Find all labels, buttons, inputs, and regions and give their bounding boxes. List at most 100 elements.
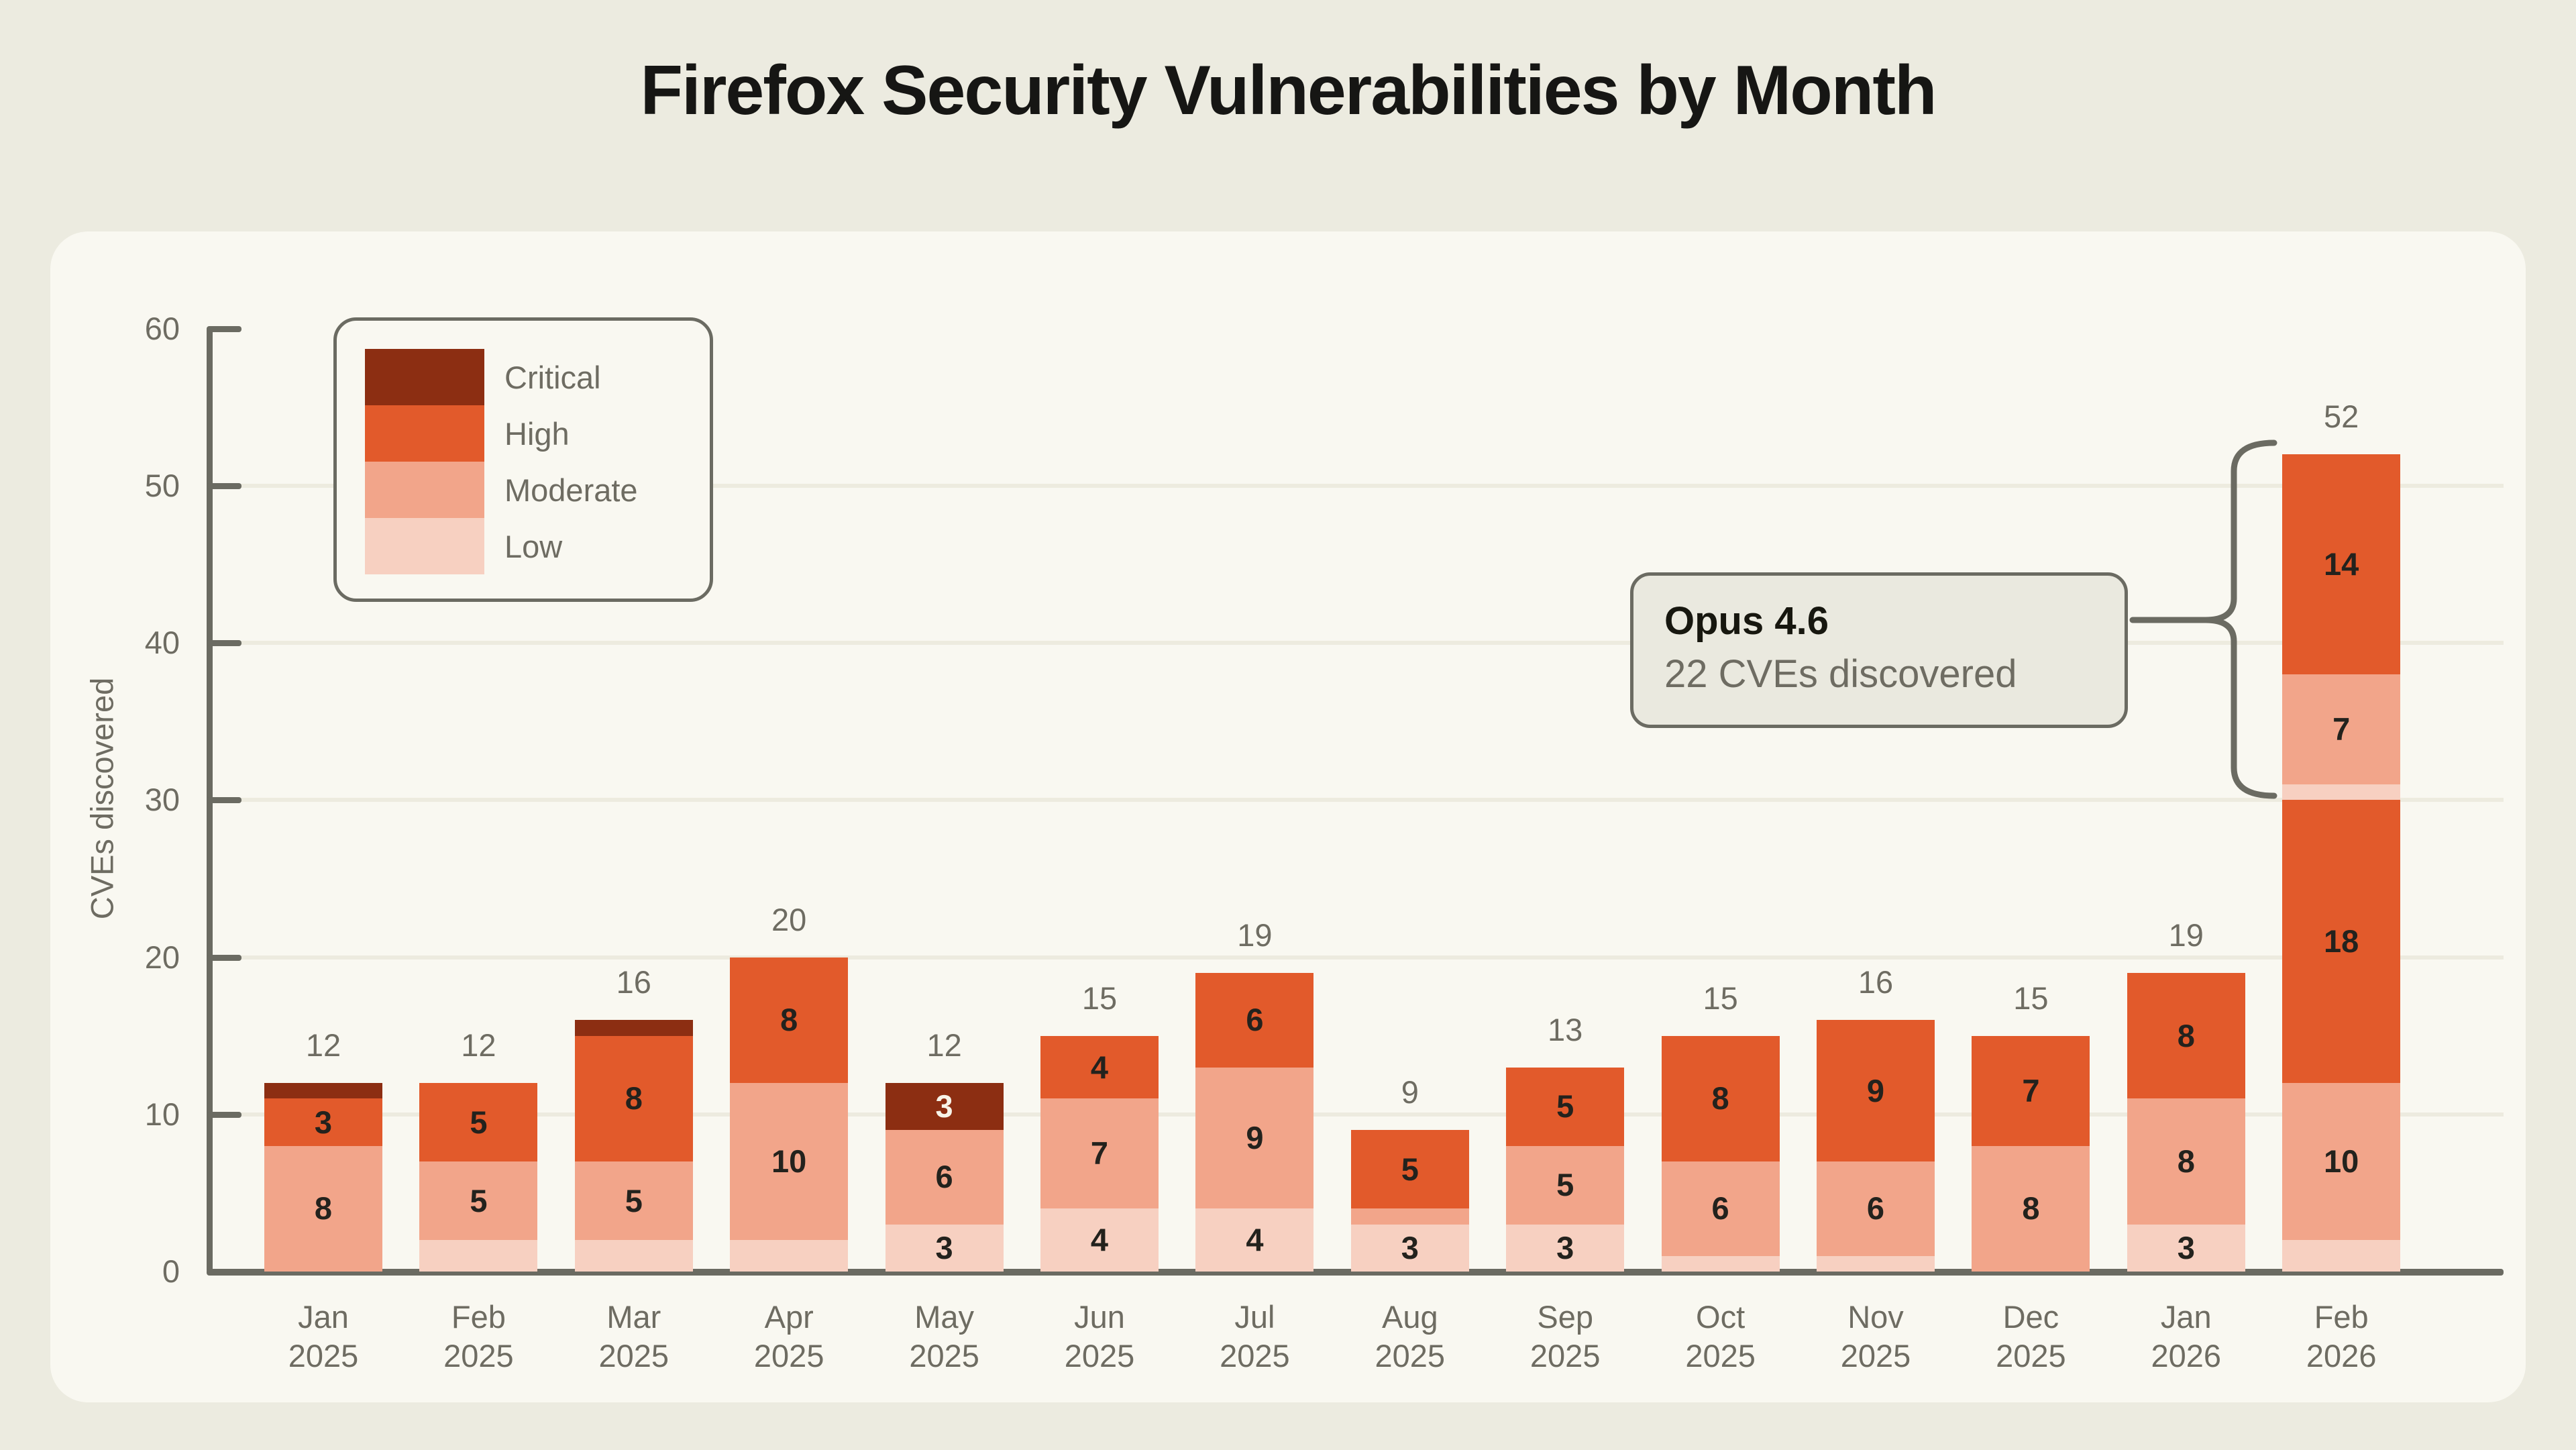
segment-value-label: 8 <box>780 1002 798 1038</box>
segment-value-label: 3 <box>935 1088 953 1125</box>
segment-value-label: 5 <box>1556 1088 1574 1125</box>
bar-segment-high <box>1817 1020 1935 1162</box>
bar-total-label: 15 <box>2013 980 2049 1016</box>
x-tick-label: Jul 2025 <box>1220 1299 1290 1374</box>
segment-value-label: 7 <box>2332 711 2351 747</box>
bar-segment-critical <box>264 1082 382 1099</box>
bar-total-label: 12 <box>461 1027 496 1063</box>
x-tick-label: May 2025 <box>909 1299 979 1374</box>
bar-segment-moderate <box>1195 1067 1314 1209</box>
bar-jul-2025: 4 9 6 <box>1195 973 1314 1272</box>
bar-segment-moderate <box>1661 1161 1780 1256</box>
bar-total-label: 19 <box>2168 917 2204 953</box>
bar-segment-high <box>2282 454 2401 675</box>
bar-jan-2026: 3 8 8 <box>2127 973 2245 1272</box>
bar-segment-low <box>1040 1208 1159 1272</box>
bar-segment-moderate <box>1506 1145 1625 1225</box>
segment-value-label: 6 <box>1866 1190 1885 1227</box>
x-tick-label: Oct 2025 <box>1685 1299 1756 1374</box>
bar-segment-critical <box>574 1020 693 1036</box>
bar-segment-moderate <box>2282 1082 2401 1241</box>
segment-value-label: 3 <box>1556 1229 1574 1265</box>
bar-segment-low <box>1817 1255 1935 1272</box>
gridline <box>213 1112 2504 1117</box>
y-tick-label: 30 <box>144 782 180 818</box>
segment-value-label: 8 <box>2022 1190 2040 1227</box>
bar-segment-low <box>1350 1224 1469 1272</box>
segment-value-label: 5 <box>1401 1151 1419 1187</box>
segment-value-label: 3 <box>314 1104 333 1140</box>
bar-segment-moderate <box>1972 1145 2090 1272</box>
bar-segment-high <box>1661 1035 1780 1162</box>
y-axis-tick <box>207 954 241 961</box>
bar-segment-low <box>2127 1224 2245 1272</box>
bar-total-label: 15 <box>1703 980 1738 1016</box>
legend-label-high: High <box>504 415 570 452</box>
annotation-title: Opus 4.6 <box>1664 599 1829 643</box>
legend-label-critical: Critical <box>504 359 601 395</box>
annotation-bracket <box>2129 439 2277 799</box>
bar-segment-low <box>2282 784 2401 800</box>
x-tick-label: Feb 2025 <box>443 1299 514 1374</box>
bar-sep-2025: 3 5 5 <box>1506 1067 1625 1272</box>
x-axis-line <box>207 1269 2504 1276</box>
bar-feb-2026: 10 18 7 14 <box>2282 454 2401 1272</box>
legend-swatch-high <box>365 405 484 462</box>
segment-value-label: 6 <box>935 1159 953 1195</box>
segment-value-label: 6 <box>1246 1002 1264 1038</box>
x-tick-label: Feb 2026 <box>2306 1299 2377 1374</box>
bar-may-2025: 3 6 3 <box>885 1082 1004 1272</box>
bar-segment-critical <box>885 1082 1004 1131</box>
bar-total-label: 20 <box>771 901 807 937</box>
x-tick-label: Jan 2026 <box>2151 1299 2222 1374</box>
bar-total-label: 9 <box>1401 1074 1419 1110</box>
bar-segment-low <box>574 1240 693 1272</box>
x-tick-label: Nov 2025 <box>1840 1299 1911 1374</box>
x-tick-label: Jan 2025 <box>288 1299 359 1374</box>
segment-value-label: 18 <box>2324 923 2359 960</box>
x-tick-label: Jun 2025 <box>1064 1299 1135 1374</box>
x-tick-label: Aug 2025 <box>1375 1299 1446 1374</box>
legend-labels: Critical High Moderate Low <box>504 349 638 599</box>
bar-segment-low <box>730 1240 849 1272</box>
bar-segment-moderate <box>574 1161 693 1241</box>
segment-value-label: 6 <box>1711 1190 1729 1227</box>
bar-segment-high <box>2282 800 2401 1083</box>
bar-segment-high <box>1195 973 1314 1068</box>
segment-value-label: 4 <box>1090 1222 1109 1258</box>
annotation-subtitle: 22 CVEs discovered <box>1664 652 2017 696</box>
bar-segment-low <box>2282 1240 2401 1272</box>
bar-segment-low <box>1506 1224 1625 1272</box>
bar-total-label: 12 <box>926 1027 962 1063</box>
bar-segment-moderate <box>730 1082 849 1241</box>
legend-label-low: Low <box>504 528 563 564</box>
bar-total-label: 13 <box>1548 1011 1583 1047</box>
segment-value-label: 8 <box>2177 1017 2195 1053</box>
bar-total-label: 16 <box>1858 964 1894 1000</box>
annotation-box: Opus 4.6 22 CVEs discovered <box>1630 572 2128 728</box>
annotation-brace <box>2205 439 2277 799</box>
bar-segment-high <box>730 957 849 1083</box>
bar-total-label: 19 <box>1237 917 1273 953</box>
y-axis-tick <box>207 1111 241 1118</box>
bar-segment-moderate <box>264 1145 382 1272</box>
bar-segment-moderate <box>885 1130 1004 1225</box>
y-tick-label: 20 <box>144 939 180 975</box>
y-axis-tick <box>207 483 241 489</box>
gridline <box>213 798 2504 802</box>
bar-segment-high <box>419 1082 538 1162</box>
x-tick-label: Dec 2025 <box>1996 1299 2066 1374</box>
segment-value-label: 5 <box>625 1182 643 1219</box>
bar-segment-moderate <box>419 1161 538 1241</box>
y-tick-label: 50 <box>144 468 180 503</box>
gridline <box>213 641 2504 645</box>
bar-apr-2025: 10 8 <box>730 957 849 1272</box>
chart-title: Firefox Security Vulnerabilities by Mont… <box>640 52 1937 130</box>
segment-value-label: 5 <box>470 1104 488 1140</box>
